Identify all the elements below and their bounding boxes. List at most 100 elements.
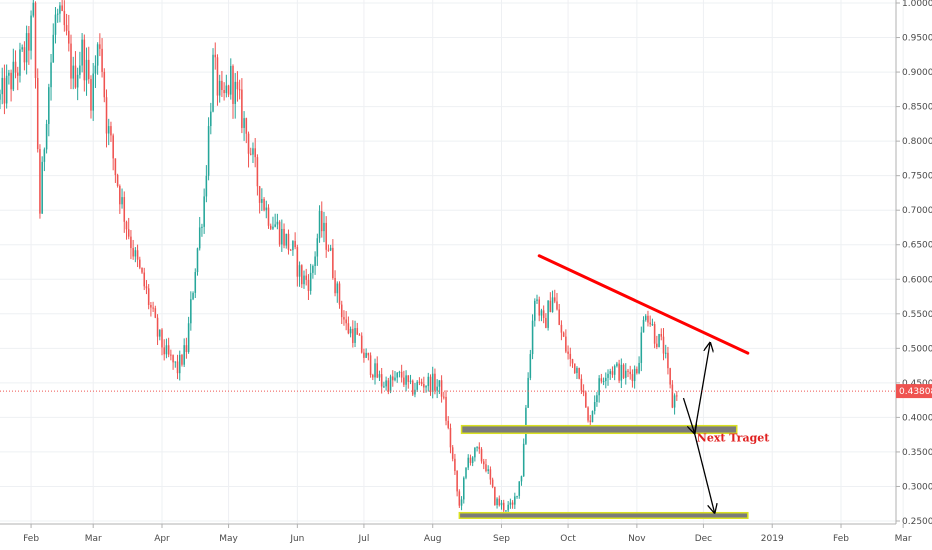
candle-body [230, 65, 232, 95]
candle-body [241, 89, 243, 128]
candle-body [423, 383, 425, 388]
candle-body [396, 372, 398, 378]
candle-body [163, 347, 165, 355]
candle-body [174, 361, 177, 363]
candle-body [374, 363, 376, 378]
candle-body [629, 371, 631, 375]
candle-body [600, 378, 603, 382]
candle-body [232, 65, 234, 104]
candle-body [465, 467, 467, 478]
x-axis: Feb Mar Apr May Jun Jul Aug Sep Oct Nov Dec 2019 Feb… [0, 523, 912, 544]
candle-body [620, 364, 623, 381]
candle-body [30, 15, 32, 51]
candle-body [28, 33, 30, 51]
candle-body [360, 335, 363, 353]
candle-body [99, 44, 101, 49]
candle-body [272, 226, 274, 229]
candle-body [314, 256, 316, 266]
candle-body [238, 89, 241, 91]
candle-body [367, 352, 370, 356]
candle-body [407, 375, 410, 382]
candle-body [416, 381, 418, 390]
last-price-badge: 0.43808 [896, 384, 932, 399]
candle-body [103, 71, 106, 98]
candle-body [114, 158, 117, 176]
candle-body [170, 354, 172, 356]
candle-body [449, 427, 452, 448]
candle-body [296, 247, 299, 277]
candle-body [469, 457, 472, 463]
candle-body [243, 118, 245, 128]
candle-body [662, 336, 665, 354]
candle-body [36, 77, 39, 150]
candle-body [414, 389, 416, 395]
candle-body [638, 362, 640, 374]
candle-body [289, 249, 292, 251]
candle-body [76, 74, 79, 88]
candle-body [496, 498, 498, 506]
candle-body [141, 267, 143, 273]
candle-body [498, 498, 501, 506]
candle-body [558, 309, 560, 325]
candle-body [502, 502, 505, 511]
candle-body [334, 278, 336, 294]
y-tick-label: 0.25000 [902, 517, 932, 527]
candle-body [347, 323, 350, 334]
candle-body [39, 149, 41, 214]
candle-body [387, 380, 390, 392]
candle-body [50, 62, 52, 88]
candle-body [158, 329, 161, 337]
candle-body [531, 320, 534, 355]
last-price-label: 0.43808 [899, 387, 932, 397]
candle-body [132, 248, 134, 257]
candle-body [418, 381, 421, 383]
candle-body [478, 446, 481, 450]
candle-body [363, 352, 365, 358]
candle-body [676, 395, 678, 397]
candle-body [352, 328, 354, 343]
candle-body [96, 44, 99, 66]
candle-body [110, 126, 112, 136]
candle-body [130, 236, 132, 249]
candle-body [358, 334, 361, 336]
candle-body [649, 322, 651, 325]
candle-body [651, 324, 654, 326]
candle-body [261, 198, 263, 203]
x-tick-label: Jun [289, 534, 304, 544]
candle-body [380, 374, 383, 387]
candle-body [274, 224, 276, 227]
candle-body [194, 272, 197, 293]
candle-body [633, 368, 636, 382]
candle-body [507, 504, 509, 511]
projection-arrow [682, 397, 694, 433]
candle-body [156, 317, 159, 337]
candle-body [216, 57, 219, 96]
candle-body [520, 476, 523, 482]
candle-body [460, 499, 463, 506]
candle-body [596, 395, 598, 402]
candle-body [72, 65, 75, 79]
candle-body [41, 161, 43, 214]
candle-body [154, 308, 157, 318]
candle-body [573, 363, 576, 374]
candle-body [476, 446, 478, 448]
candle-body [400, 371, 403, 378]
candle-body [560, 324, 563, 333]
candle-body [303, 275, 305, 285]
candle-body [116, 175, 119, 186]
candle-body [660, 334, 663, 337]
candle-body [429, 376, 432, 393]
candle-body [21, 47, 23, 50]
candle-body [622, 364, 625, 378]
x-tick-label: Feb [833, 534, 849, 544]
candle-body [383, 386, 385, 388]
support-zone [460, 424, 738, 435]
candle-body [631, 374, 634, 382]
candle-body [585, 392, 587, 408]
candle-body [101, 48, 103, 72]
